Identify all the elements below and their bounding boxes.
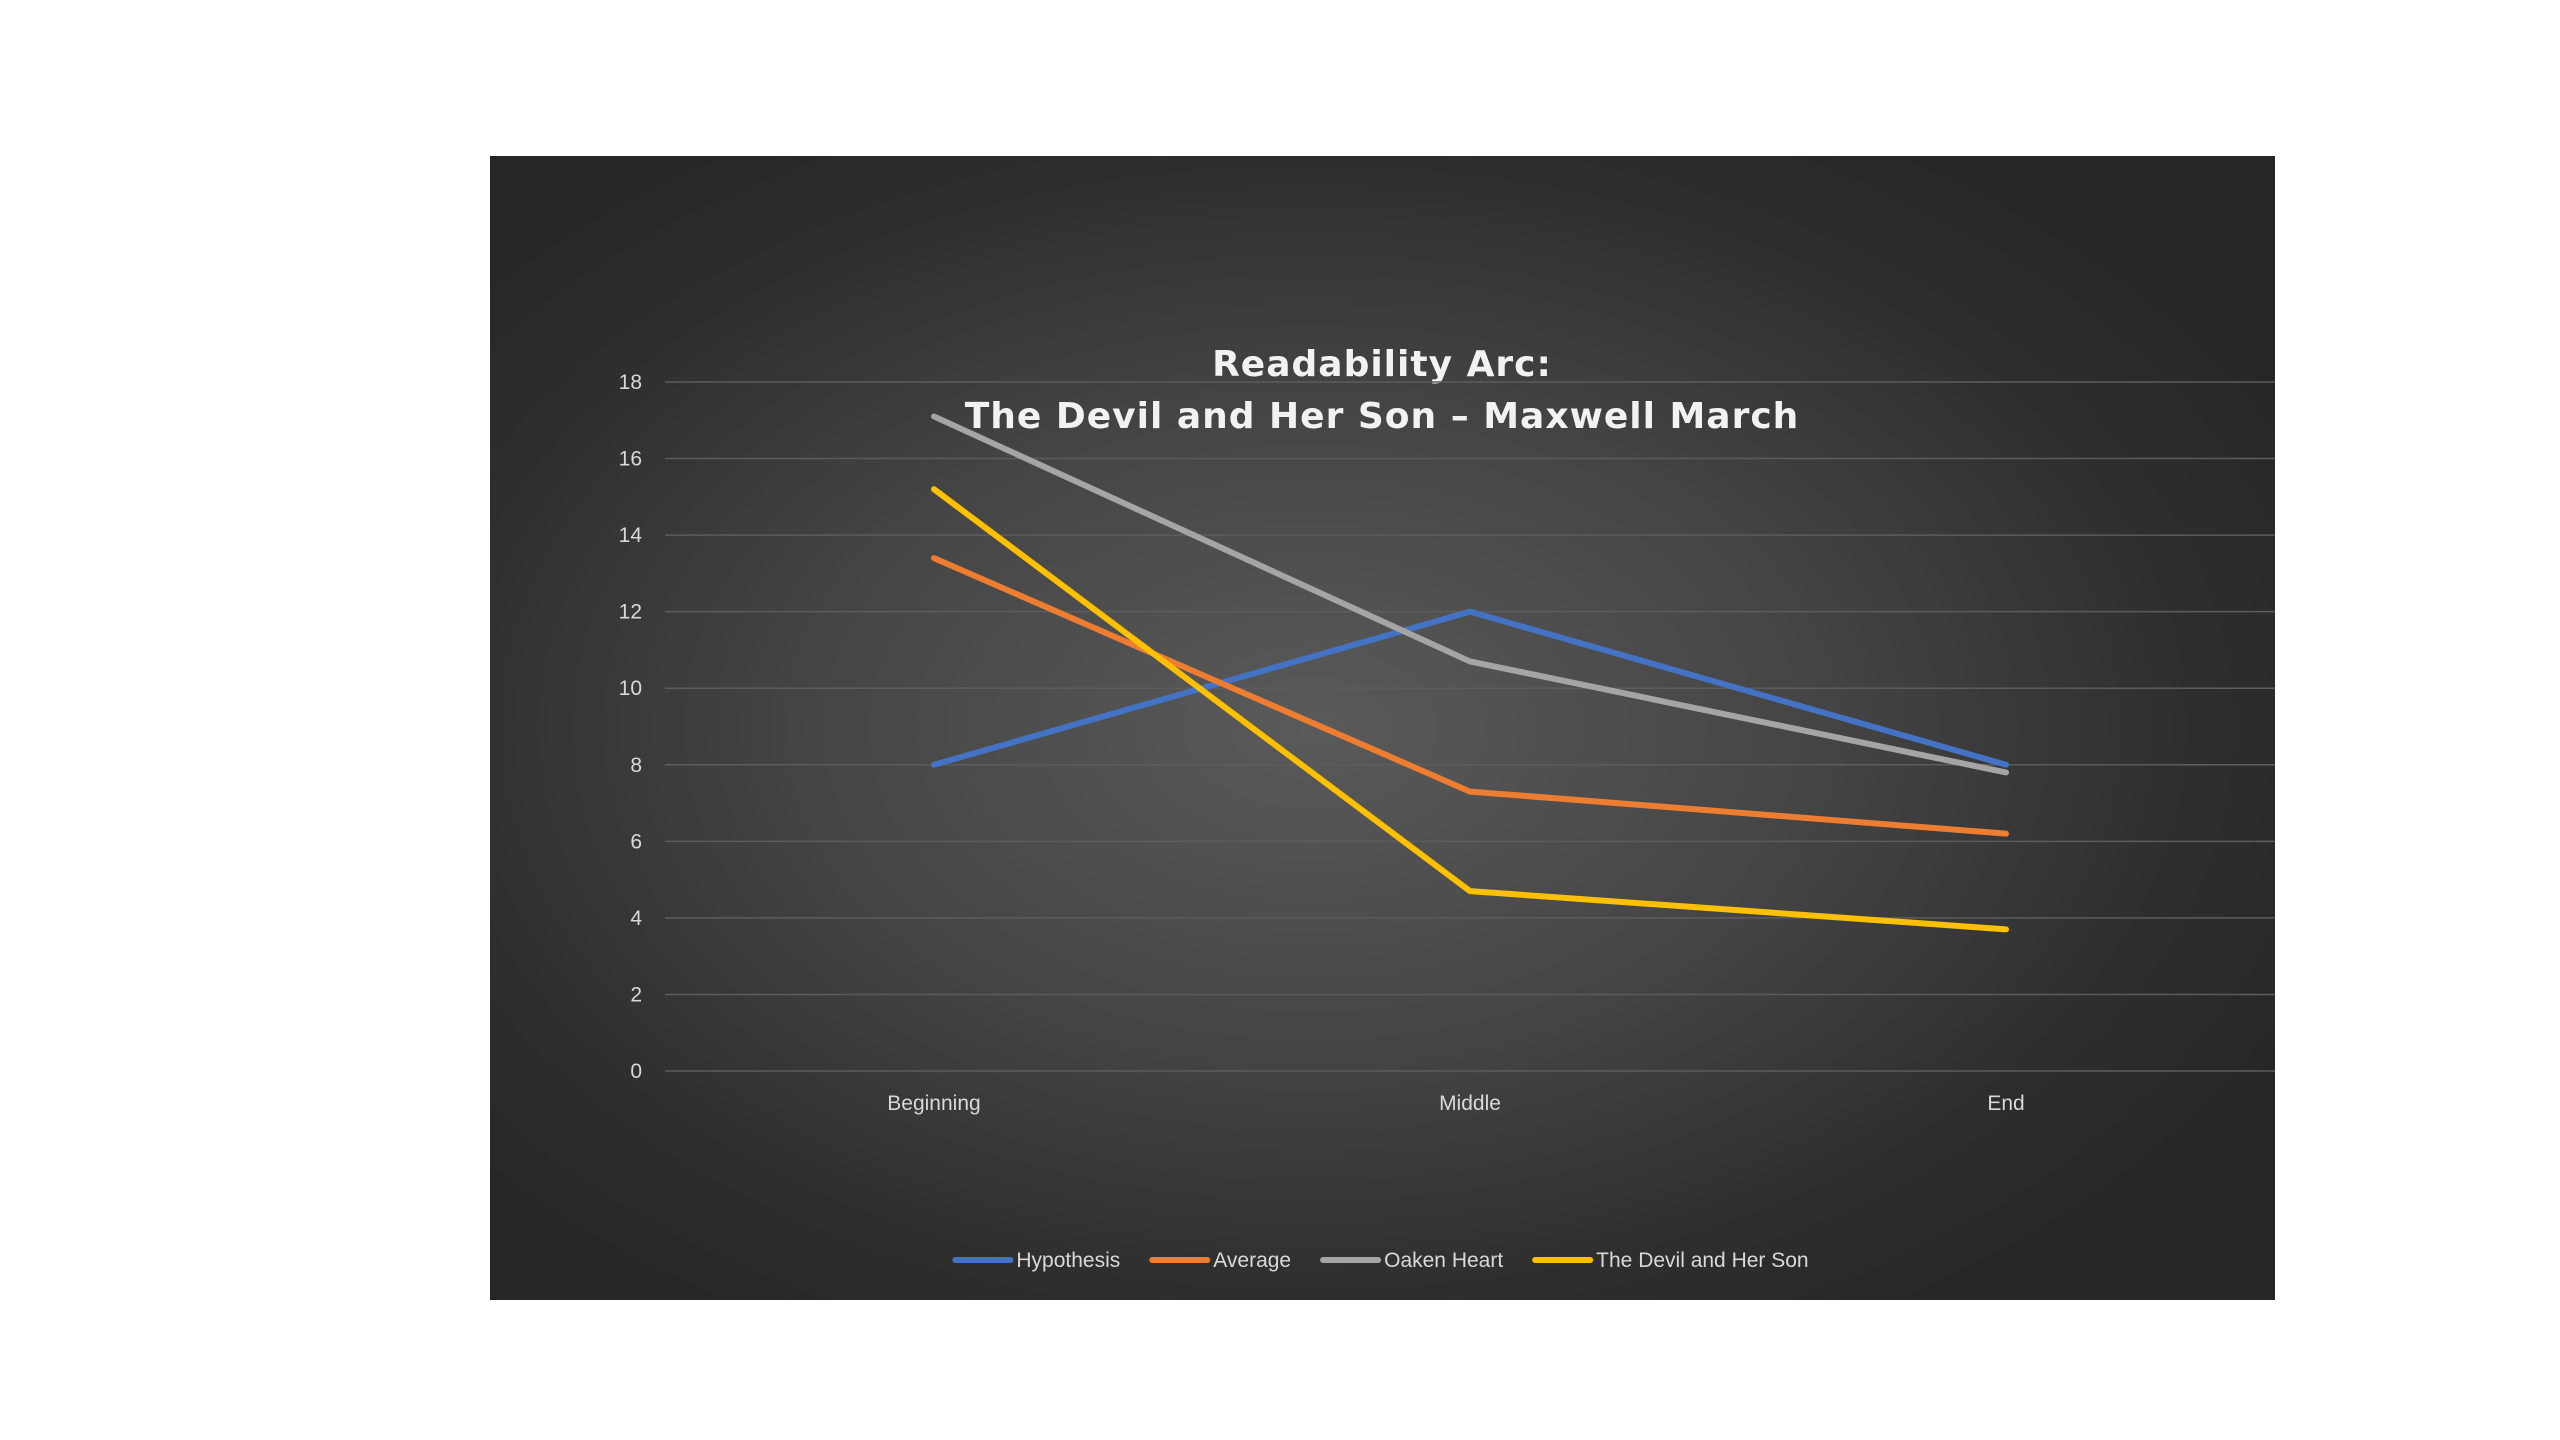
x-tick-label: Beginning (887, 1092, 980, 1115)
y-tick-label: 6 (630, 830, 642, 853)
y-tick-label: 8 (630, 754, 642, 777)
legend-label: The Devil and Her Son (1596, 1249, 1808, 1272)
legend-label: Oaken Heart (1384, 1249, 1503, 1272)
y-tick-label: 0 (630, 1060, 642, 1083)
gridlines (665, 381, 2275, 1072)
y-tick-label: 10 (619, 677, 642, 700)
y-tick-label: 18 (619, 371, 642, 394)
legend-label: Hypothesis (1016, 1249, 1120, 1272)
x-tick-label: End (1987, 1092, 2024, 1115)
legend: Hypothesis Average Oaken Heart The Devil an… (952, 1249, 1809, 1272)
legend-label: Average (1213, 1249, 1291, 1272)
y-axis-ticks: 0 2 4 6 8 10 12 14 16 18 (619, 371, 643, 1083)
x-tick-label: Middle (1439, 1092, 1501, 1115)
chart-title-line-1: Readability Arc: (1212, 344, 1552, 385)
series-line-1 (931, 555, 2009, 837)
chart-title-line-2: The Devil and Her Son – Maxwell March (965, 396, 1800, 437)
series-line-2 (931, 413, 2009, 776)
x-axis-ticks: Beginning Middle End (887, 1092, 2024, 1115)
line-chart: Readability Arc: The Devil and Her Son –… (619, 344, 2275, 1272)
series-lines (931, 413, 2009, 933)
y-tick-label: 12 (619, 601, 642, 624)
series-line-3 (931, 486, 2009, 933)
y-tick-label: 4 (630, 907, 642, 930)
y-tick-label: 16 (619, 448, 642, 471)
chart-panel: Readability Arc: The Devil and Her Son –… (490, 156, 2275, 1300)
y-tick-label: 14 (619, 524, 643, 547)
series-line-0 (931, 608, 2009, 768)
y-tick-label: 2 (630, 983, 642, 1006)
